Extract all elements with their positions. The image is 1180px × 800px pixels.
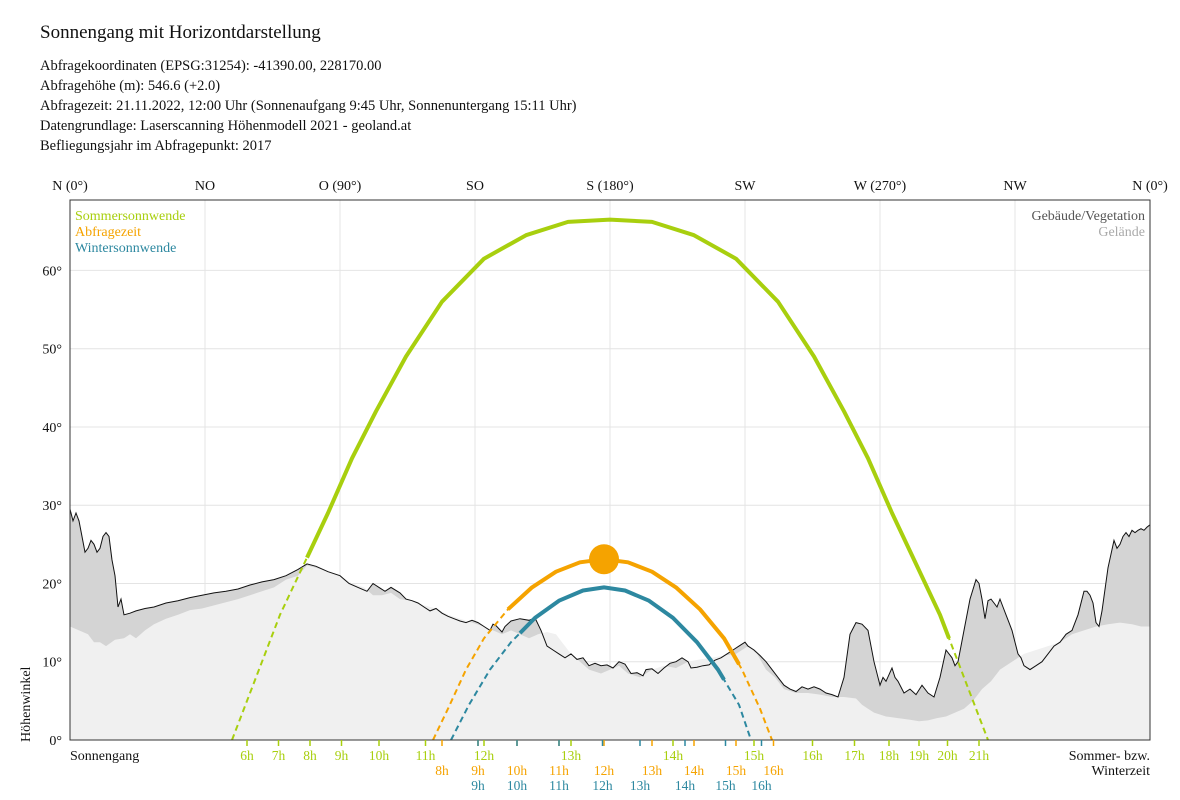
direction-label-6: W (270°) bbox=[854, 179, 907, 194]
hour-label-2-7: 16h bbox=[751, 778, 772, 793]
direction-label-1: NO bbox=[195, 179, 215, 194]
hour-label-0-5: 11h bbox=[416, 748, 436, 763]
y-tick-label-3: 30° bbox=[42, 499, 62, 514]
hour-label-0-11: 17h bbox=[844, 748, 865, 763]
hour-label-1-2: 10h bbox=[507, 763, 528, 778]
direction-label-3: SO bbox=[466, 179, 484, 194]
hour-label-2-6: 15h bbox=[715, 778, 736, 793]
y-tick-label-6: 60° bbox=[42, 264, 62, 279]
hour-label-0-0: 6h bbox=[240, 748, 254, 763]
legend-item-right-0: Gebäude/Vegetation bbox=[1031, 209, 1145, 224]
meta-height: Abfragehöhe (m): 546.6 (+2.0) bbox=[40, 78, 221, 94]
y-axis-label: Höhenwinkel bbox=[19, 666, 34, 742]
grid-lines bbox=[70, 200, 1150, 740]
hour-label-0-2: 8h bbox=[303, 748, 317, 763]
direction-label-4: S (180°) bbox=[586, 179, 634, 194]
hour-label-1-6: 14h bbox=[684, 763, 705, 778]
hour-label-1-3: 11h bbox=[549, 763, 569, 778]
hour-label-0-4: 10h bbox=[369, 748, 390, 763]
hour-label-1-8: 16h bbox=[763, 763, 784, 778]
sun-path-0 bbox=[305, 217, 951, 640]
hour-label-1-0: 8h bbox=[435, 763, 449, 778]
meta-datasource: Datengrundlage: Laserscanning Höhenmodel… bbox=[40, 118, 412, 134]
query-metadata: Abfragekoordinaten (EPSG:31254): -41390.… bbox=[40, 56, 577, 156]
hour-label-0-7: 13h bbox=[561, 748, 582, 763]
legend-item-left-0: Sommersonnwende bbox=[75, 209, 185, 224]
direction-label-0: N (0°) bbox=[52, 179, 88, 194]
skyline-outline bbox=[69, 508, 1151, 698]
x-axis-label-left: Sonnengang bbox=[70, 749, 139, 764]
sun-path-1 bbox=[506, 557, 741, 666]
plot-frame bbox=[69, 199, 1151, 741]
legend-item-right-1: Gelände bbox=[1098, 225, 1145, 240]
hour-label-2-5: 14h bbox=[675, 778, 696, 793]
hour-label-2-3: 12h bbox=[592, 778, 613, 793]
hour-label-1-1: 9h bbox=[471, 763, 485, 778]
y-tick-label-4: 40° bbox=[42, 421, 62, 436]
sun-marker bbox=[589, 544, 619, 575]
direction-label-8: N (0°) bbox=[1132, 179, 1168, 194]
y-tick-label-1: 10° bbox=[42, 656, 62, 671]
hour-label-0-12: 18h bbox=[879, 748, 900, 763]
hour-label-0-8: 14h bbox=[663, 748, 684, 763]
legend-item-left-2: Wintersonnwende bbox=[75, 241, 176, 256]
hour-label-0-6: 12h bbox=[474, 748, 495, 763]
hour-label-0-15: 21h bbox=[969, 748, 990, 763]
hour-label-1-4: 12h bbox=[594, 763, 615, 778]
hour-label-2-4: 13h bbox=[630, 778, 651, 793]
direction-label-5: SW bbox=[735, 179, 757, 194]
hour-label-2-1: 10h bbox=[507, 778, 528, 793]
sun-path-2 bbox=[518, 585, 726, 681]
meta-coordinates: Abfragekoordinaten (EPSG:31254): -41390.… bbox=[40, 58, 382, 74]
meta-time: Abfragezeit: 21.11.2022, 12:00 Uhr (Sonn… bbox=[40, 98, 577, 114]
meta-flight-year: Befliegungsjahr im Abfragepunkt: 2017 bbox=[40, 138, 272, 154]
legend-item-left-1: Abfragezeit bbox=[75, 225, 141, 240]
direction-label-7: NW bbox=[1003, 179, 1027, 194]
x-axis-label-right-1: Winterzeit bbox=[1091, 764, 1150, 779]
hour-label-0-1: 7h bbox=[272, 748, 286, 763]
y-tick-label-5: 50° bbox=[42, 343, 62, 358]
y-tick-label-2: 20° bbox=[42, 577, 62, 592]
hour-label-0-13: 19h bbox=[909, 748, 930, 763]
hour-label-0-10: 16h bbox=[802, 748, 823, 763]
hour-label-1-7: 15h bbox=[726, 763, 747, 778]
direction-label-2: O (90°) bbox=[319, 179, 362, 194]
hour-label-1-5: 13h bbox=[642, 763, 663, 778]
hour-label-0-3: 9h bbox=[335, 748, 349, 763]
page-title: Sonnengang mit Horizontdarstellung bbox=[40, 22, 321, 43]
x-axis-label-right-0: Sommer- bzw. bbox=[1069, 749, 1150, 764]
y-tick-label-0: 0° bbox=[49, 734, 62, 749]
hour-label-0-14: 20h bbox=[937, 748, 958, 763]
hour-label-0-9: 15h bbox=[744, 748, 765, 763]
terrain-area bbox=[70, 565, 1150, 740]
hour-label-2-0: 9h bbox=[471, 778, 485, 793]
hour-label-2-2: 11h bbox=[549, 778, 569, 793]
